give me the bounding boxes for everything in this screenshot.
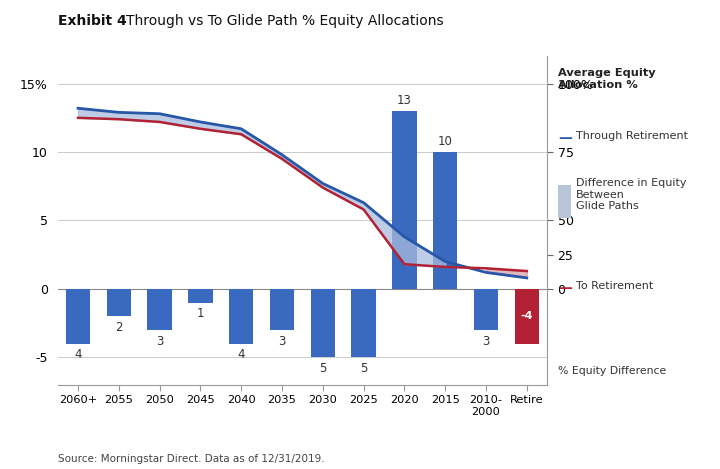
Bar xyxy=(188,289,212,303)
Bar xyxy=(515,289,539,344)
Bar xyxy=(392,111,417,289)
Bar xyxy=(66,289,90,344)
Text: 3: 3 xyxy=(279,335,286,348)
Text: Difference in Equity
Between
Glide Paths: Difference in Equity Between Glide Paths xyxy=(576,178,686,212)
Text: Through vs To Glide Path % Equity Allocations: Through vs To Glide Path % Equity Alloca… xyxy=(126,14,444,28)
Bar xyxy=(474,289,498,330)
Text: 3: 3 xyxy=(156,335,163,348)
Text: 5: 5 xyxy=(319,362,326,375)
Text: 2: 2 xyxy=(115,321,122,334)
Text: Source: Morningstar Direct. Data as of 12/31/2019.: Source: Morningstar Direct. Data as of 1… xyxy=(58,454,324,464)
Text: 4: 4 xyxy=(238,348,245,361)
Bar xyxy=(229,289,253,344)
Text: 13: 13 xyxy=(397,94,412,107)
Text: Exhibit 4: Exhibit 4 xyxy=(58,14,126,28)
Bar xyxy=(107,289,131,316)
Text: —: — xyxy=(558,281,572,295)
Bar xyxy=(148,289,172,330)
Text: 3: 3 xyxy=(482,335,490,348)
Bar xyxy=(433,152,457,289)
Text: 4: 4 xyxy=(74,348,82,361)
Bar xyxy=(270,289,294,330)
Text: —: — xyxy=(558,131,572,145)
Text: % Equity Difference: % Equity Difference xyxy=(558,366,666,376)
Text: Through Retirement: Through Retirement xyxy=(576,131,688,141)
Bar xyxy=(351,289,376,357)
Text: 10: 10 xyxy=(438,135,453,148)
Text: 5: 5 xyxy=(360,362,367,375)
Text: Average Equity
Allocation %: Average Equity Allocation % xyxy=(558,68,656,90)
Text: 1: 1 xyxy=(197,307,204,320)
FancyBboxPatch shape xyxy=(554,175,575,228)
Text: To Retirement: To Retirement xyxy=(576,281,653,291)
Bar xyxy=(310,289,335,357)
Text: -4: -4 xyxy=(521,311,533,321)
